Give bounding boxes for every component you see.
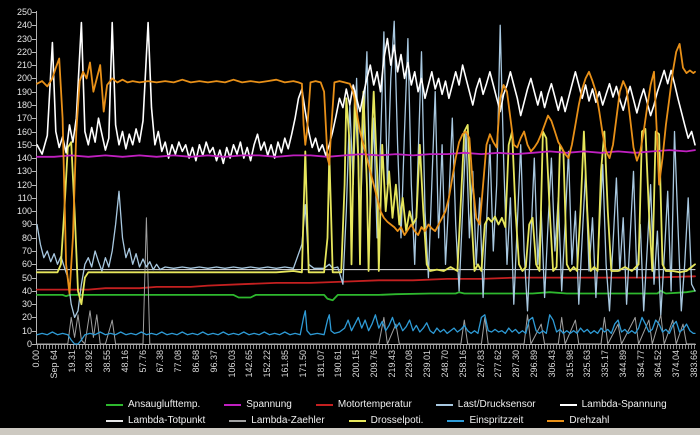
y-tick-label: 70	[21, 246, 32, 257]
y-tick-mark	[32, 344, 36, 345]
y-tick-label: 130	[16, 166, 32, 177]
y-axis-line	[36, 11, 37, 345]
y-tick-mark	[32, 25, 36, 27]
y-tick-mark	[32, 51, 36, 53]
legend-item-drosselpoti: Drosselpoti.	[348, 415, 424, 426]
y-tick-mark	[32, 317, 36, 319]
legend-label-motortemperatur: Motortemperatur	[337, 399, 412, 410]
y-tick-label: 170	[16, 113, 32, 124]
y-tick-label: 0	[26, 339, 32, 349]
legend-item-lambda_totpunkt: Lambda-Totpunkt	[106, 415, 205, 426]
y-tick-label: 210	[16, 60, 32, 71]
y-tick-mark	[32, 304, 36, 306]
legend-label-last_drucksensor: Last/Drucksensor	[457, 399, 536, 410]
legend-swatch-spannung	[224, 403, 242, 406]
y-tick-mark	[32, 38, 36, 40]
y-tick-mark	[32, 277, 36, 279]
y-tick-label: 40	[21, 285, 32, 296]
y-tick-label: 240	[16, 20, 32, 31]
legend-label-drehzahl: Drehzahl	[569, 415, 610, 426]
legend-swatch-lambda_spannung	[559, 403, 577, 406]
series-drehzahl	[36, 43, 696, 295]
y-tick-label: 60	[21, 259, 32, 270]
y-tick-mark	[32, 91, 36, 93]
legend-item-spannung: Spannung	[224, 399, 292, 410]
y-tick-mark	[32, 197, 36, 199]
y-tick-mark	[32, 78, 36, 80]
y-tick-label: 100	[16, 206, 32, 217]
legend-label-einspritzzeit: Einspritzzeit	[469, 415, 524, 426]
series-ansauglufttemp	[36, 289, 696, 302]
legend-item-lambda_spannung: Lambda-Spannung	[559, 399, 667, 410]
series-spannung	[36, 149, 696, 158]
legend-item-motortemperatur: Motortemperatur	[315, 399, 412, 410]
legend-item-einspritzzeit: Einspritzzeit	[447, 415, 523, 426]
y-tick-mark	[32, 158, 36, 160]
y-tick-mark	[32, 224, 36, 226]
y-tick-label: 90	[21, 219, 32, 230]
y-tick-mark	[32, 131, 36, 133]
y-tick-label: 120	[16, 179, 32, 190]
legend-swatch-drehzahl	[547, 419, 565, 422]
x-axis-minor-ticks	[37, 345, 695, 349]
legend-swatch-ansauglufttemp	[106, 403, 123, 406]
legend-label-lambda_totpunkt: Lambda-Totpunkt	[128, 415, 206, 426]
y-tick-label: 150	[16, 139, 32, 150]
y-tick-mark	[32, 171, 36, 173]
y-tick-mark	[32, 264, 36, 266]
y-tick-label: 30	[21, 299, 32, 310]
y-tick-mark	[32, 237, 36, 239]
y-tick-mark	[32, 184, 36, 186]
y-tick-label: 180	[16, 99, 32, 110]
y-tick-label: 190	[16, 86, 32, 97]
legend-row-1: Ansauglufttemp. Spannung Motortemperatur La…	[106, 399, 691, 410]
y-tick-label: 140	[16, 153, 32, 164]
legend-swatch-drosselpoti	[348, 419, 366, 422]
y-tick-mark	[32, 65, 36, 67]
legend-item-lambda_zaehler: Lambda-Zaehler	[229, 415, 325, 426]
y-tick-label: 20	[21, 312, 32, 323]
legend-swatch-lambda_zaehler	[229, 419, 247, 422]
y-tick-label: 80	[21, 232, 32, 243]
legend-item-last_drucksensor: Last/Drucksensor	[435, 399, 536, 410]
legend-label-drosselpoti: Drosselpoti.	[370, 415, 424, 426]
legend-label-ansauglufttemp: Ansauglufttemp.	[128, 399, 201, 410]
legend-swatch-lambda_totpunkt	[106, 419, 123, 422]
legend-item-drehzahl: Drehzahl	[547, 415, 609, 426]
legend-swatch-einspritzzeit	[447, 419, 465, 422]
series-einspritzzeit	[36, 310, 696, 345]
y-tick-mark	[32, 251, 36, 253]
y-tick-mark	[32, 290, 36, 292]
y-tick-mark	[32, 118, 36, 120]
y-tick-mark	[32, 330, 36, 332]
y-tick-mark	[32, 211, 36, 213]
legend-swatch-last_drucksensor	[435, 403, 453, 406]
legend-label-lambda_zaehler: Lambda-Zaehler	[251, 415, 325, 426]
y-tick-label: 110	[17, 192, 32, 203]
legend-label-lambda_spannung: Lambda-Spannung	[581, 399, 667, 410]
legend-item-ansauglufttemp: Ansauglufttemp.	[106, 399, 200, 410]
y-tick-label: 250	[16, 7, 32, 17]
legend-label-spannung: Spannung	[246, 399, 292, 410]
y-tick-label: 200	[16, 73, 32, 84]
y-tick-mark	[32, 104, 36, 106]
y-tick-label: 230	[16, 33, 32, 44]
y-tick-label: 220	[16, 46, 32, 57]
y-tick-mark	[32, 144, 36, 146]
y-tick-mark	[32, 12, 36, 13]
y-tick-label: 10	[21, 325, 32, 336]
bottom-strip	[0, 428, 700, 435]
series-lambda_spannung	[36, 21, 696, 165]
series-drosselpoti	[36, 90, 696, 306]
y-tick-label: 50	[21, 272, 32, 283]
legend-row-2: Lambda-Totpunkt Lambda-Zaehler Drosselpoti…	[106, 415, 633, 426]
y-tick-label: 160	[16, 126, 32, 137]
legend-swatch-motortemperatur	[315, 403, 333, 406]
